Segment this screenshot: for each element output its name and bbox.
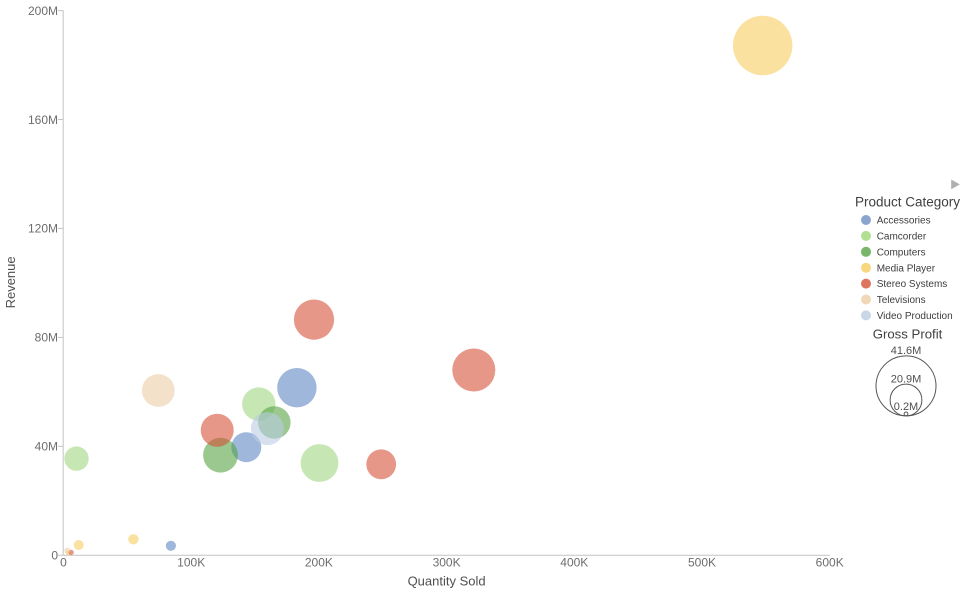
svg-text:Computers: Computers xyxy=(877,247,926,258)
svg-text:300K: 300K xyxy=(433,555,461,569)
svg-text:0: 0 xyxy=(51,549,58,563)
svg-text:41.6M: 41.6M xyxy=(891,345,922,357)
svg-text:500K: 500K xyxy=(688,555,716,569)
svg-text:Quantity Sold: Quantity Sold xyxy=(408,573,486,588)
svg-text:80M: 80M xyxy=(35,331,58,345)
svg-text:200K: 200K xyxy=(305,555,333,569)
svg-text:20.9M: 20.9M xyxy=(891,373,922,385)
svg-text:400K: 400K xyxy=(560,555,588,569)
svg-text:200M: 200M xyxy=(28,4,58,18)
svg-text:600K: 600K xyxy=(816,555,844,569)
svg-text:Televisions: Televisions xyxy=(877,295,926,306)
svg-text:120M: 120M xyxy=(28,222,58,236)
svg-text:Stereo Systems: Stereo Systems xyxy=(877,279,948,290)
svg-text:Video Production: Video Production xyxy=(877,311,953,322)
svg-text:Accessories: Accessories xyxy=(877,216,931,227)
svg-text:0.2M: 0.2M xyxy=(894,401,918,413)
svg-text:Media Player: Media Player xyxy=(877,263,936,274)
svg-text:Camcorder: Camcorder xyxy=(877,232,927,243)
svg-text:Gross Profit: Gross Profit xyxy=(873,326,943,341)
svg-text:Product Category: Product Category xyxy=(855,194,960,209)
svg-text:0: 0 xyxy=(60,555,67,569)
svg-text:40M: 40M xyxy=(35,440,58,454)
svg-text:Revenue: Revenue xyxy=(3,256,18,308)
svg-text:160M: 160M xyxy=(28,113,58,127)
svg-text:100K: 100K xyxy=(177,555,205,569)
